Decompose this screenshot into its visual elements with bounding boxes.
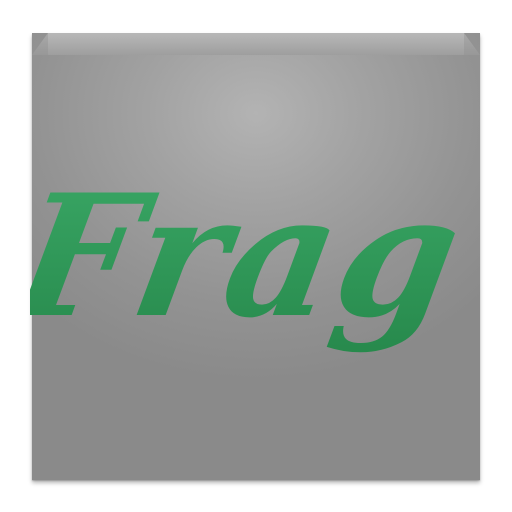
- app-icon-box: [32, 33, 480, 480]
- icon-top-bevel: [32, 33, 480, 55]
- frag-logo: Frag: [30, 157, 476, 354]
- frag-wordmark: Frag: [30, 157, 476, 354]
